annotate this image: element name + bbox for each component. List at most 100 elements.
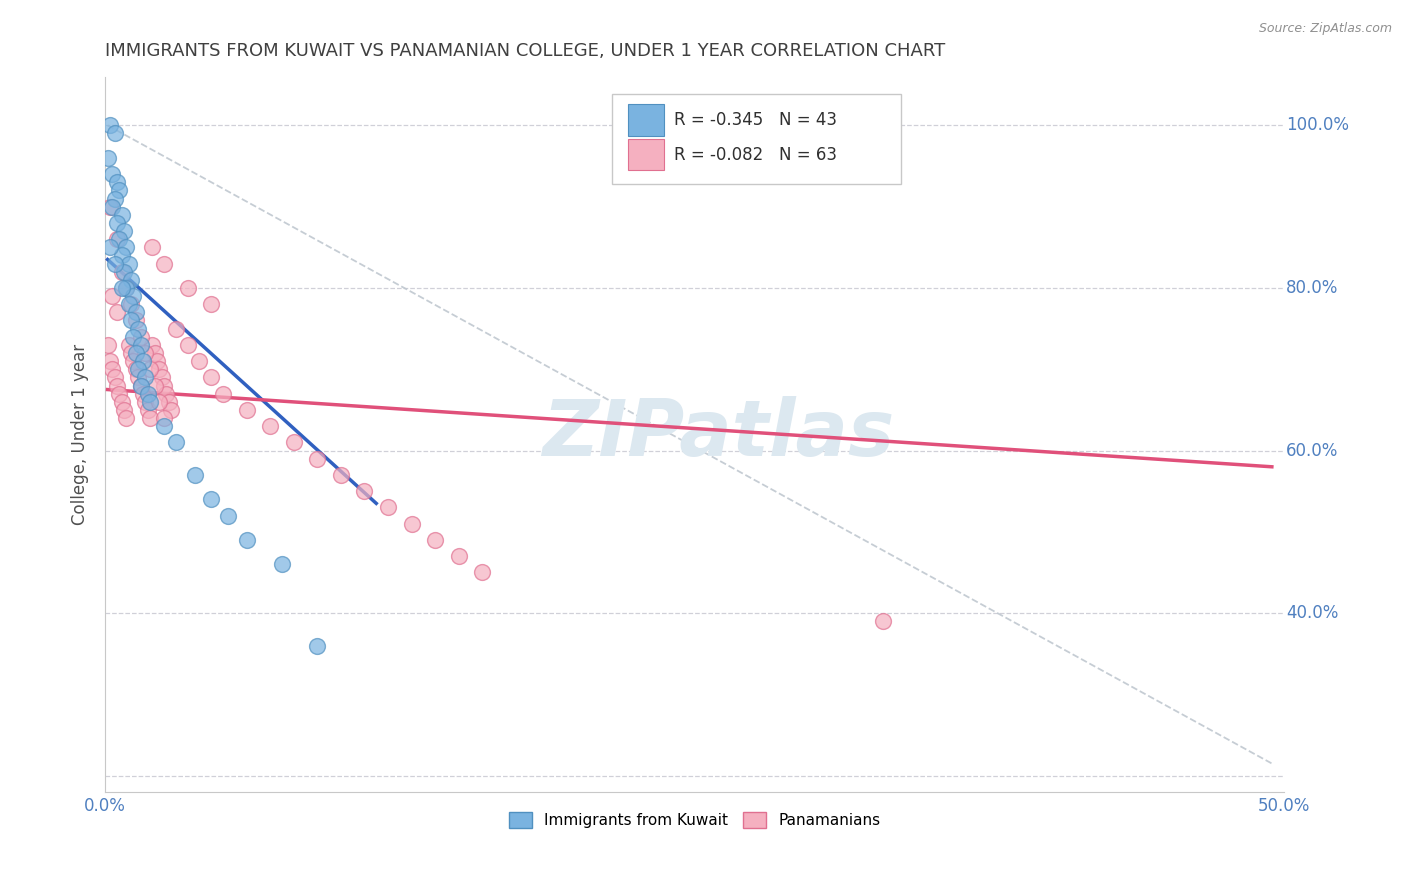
Point <box>98 354 121 368</box>
Point <box>118 338 141 352</box>
Point <box>136 403 159 417</box>
Text: 100.0%: 100.0% <box>1286 116 1348 135</box>
Point <box>143 346 166 360</box>
Point <box>111 248 134 262</box>
Point <box>212 386 235 401</box>
Point <box>129 338 152 352</box>
Point <box>143 378 166 392</box>
Point <box>111 208 134 222</box>
Point <box>129 378 152 392</box>
Point <box>471 566 494 580</box>
Point <box>122 329 145 343</box>
Point <box>111 265 134 279</box>
Point <box>125 362 148 376</box>
Point <box>112 224 135 238</box>
Point <box>127 370 149 384</box>
Point <box>118 256 141 270</box>
Point <box>115 281 138 295</box>
Point <box>101 200 124 214</box>
Point <box>112 265 135 279</box>
Point <box>125 305 148 319</box>
Point <box>139 411 162 425</box>
Point <box>120 273 142 287</box>
Point <box>101 167 124 181</box>
Point <box>129 329 152 343</box>
Text: 80.0%: 80.0% <box>1286 279 1339 297</box>
Point <box>97 151 120 165</box>
Y-axis label: College, Under 1 year: College, Under 1 year <box>72 343 89 524</box>
FancyBboxPatch shape <box>628 104 664 136</box>
Point <box>153 256 176 270</box>
Point <box>115 411 138 425</box>
Text: R = -0.345   N = 43: R = -0.345 N = 43 <box>675 112 838 129</box>
Point <box>153 411 176 425</box>
Point <box>141 240 163 254</box>
Point <box>98 119 121 133</box>
Point <box>134 370 156 384</box>
Point <box>401 516 423 531</box>
Point <box>153 419 176 434</box>
Point <box>139 362 162 376</box>
Point <box>125 346 148 360</box>
Point <box>271 558 294 572</box>
Text: ZIPatlas: ZIPatlas <box>541 396 894 472</box>
Point <box>104 127 127 141</box>
Point <box>104 370 127 384</box>
Legend: Immigrants from Kuwait, Panamanians: Immigrants from Kuwait, Panamanians <box>502 806 886 834</box>
Point <box>120 313 142 327</box>
Point <box>447 549 470 564</box>
Point <box>200 492 222 507</box>
Point <box>108 386 131 401</box>
Point <box>101 289 124 303</box>
Point <box>132 354 155 368</box>
FancyBboxPatch shape <box>628 139 664 170</box>
Point <box>148 394 170 409</box>
Point <box>136 386 159 401</box>
Point <box>97 338 120 352</box>
Point <box>146 354 169 368</box>
Point <box>235 533 257 547</box>
Point <box>105 305 128 319</box>
Point <box>129 378 152 392</box>
Point <box>177 281 200 295</box>
Point <box>111 394 134 409</box>
Point <box>112 403 135 417</box>
Point <box>139 394 162 409</box>
Point <box>872 614 894 628</box>
Point <box>101 362 124 376</box>
Point <box>108 183 131 197</box>
Point <box>235 403 257 417</box>
Point <box>108 232 131 246</box>
Point <box>127 321 149 335</box>
Point <box>165 435 187 450</box>
Point <box>200 297 222 311</box>
Point <box>115 281 138 295</box>
Point <box>141 338 163 352</box>
Text: IMMIGRANTS FROM KUWAIT VS PANAMANIAN COLLEGE, UNDER 1 YEAR CORRELATION CHART: IMMIGRANTS FROM KUWAIT VS PANAMANIAN COL… <box>105 42 945 60</box>
Point <box>425 533 447 547</box>
Point <box>148 362 170 376</box>
Point <box>217 508 239 523</box>
Point <box>127 362 149 376</box>
Point <box>104 192 127 206</box>
Point <box>122 354 145 368</box>
Point <box>177 338 200 352</box>
Text: R = -0.082   N = 63: R = -0.082 N = 63 <box>675 145 838 163</box>
Point <box>98 240 121 254</box>
Point <box>122 289 145 303</box>
Point <box>377 500 399 515</box>
Point <box>188 354 211 368</box>
Point <box>160 403 183 417</box>
Text: 60.0%: 60.0% <box>1286 442 1339 459</box>
Point <box>115 240 138 254</box>
Point <box>111 281 134 295</box>
Point <box>105 175 128 189</box>
Point <box>105 232 128 246</box>
Point <box>105 216 128 230</box>
Point <box>307 451 329 466</box>
Point <box>134 346 156 360</box>
Point <box>155 386 177 401</box>
Point <box>153 378 176 392</box>
Point <box>98 200 121 214</box>
Point <box>353 484 375 499</box>
